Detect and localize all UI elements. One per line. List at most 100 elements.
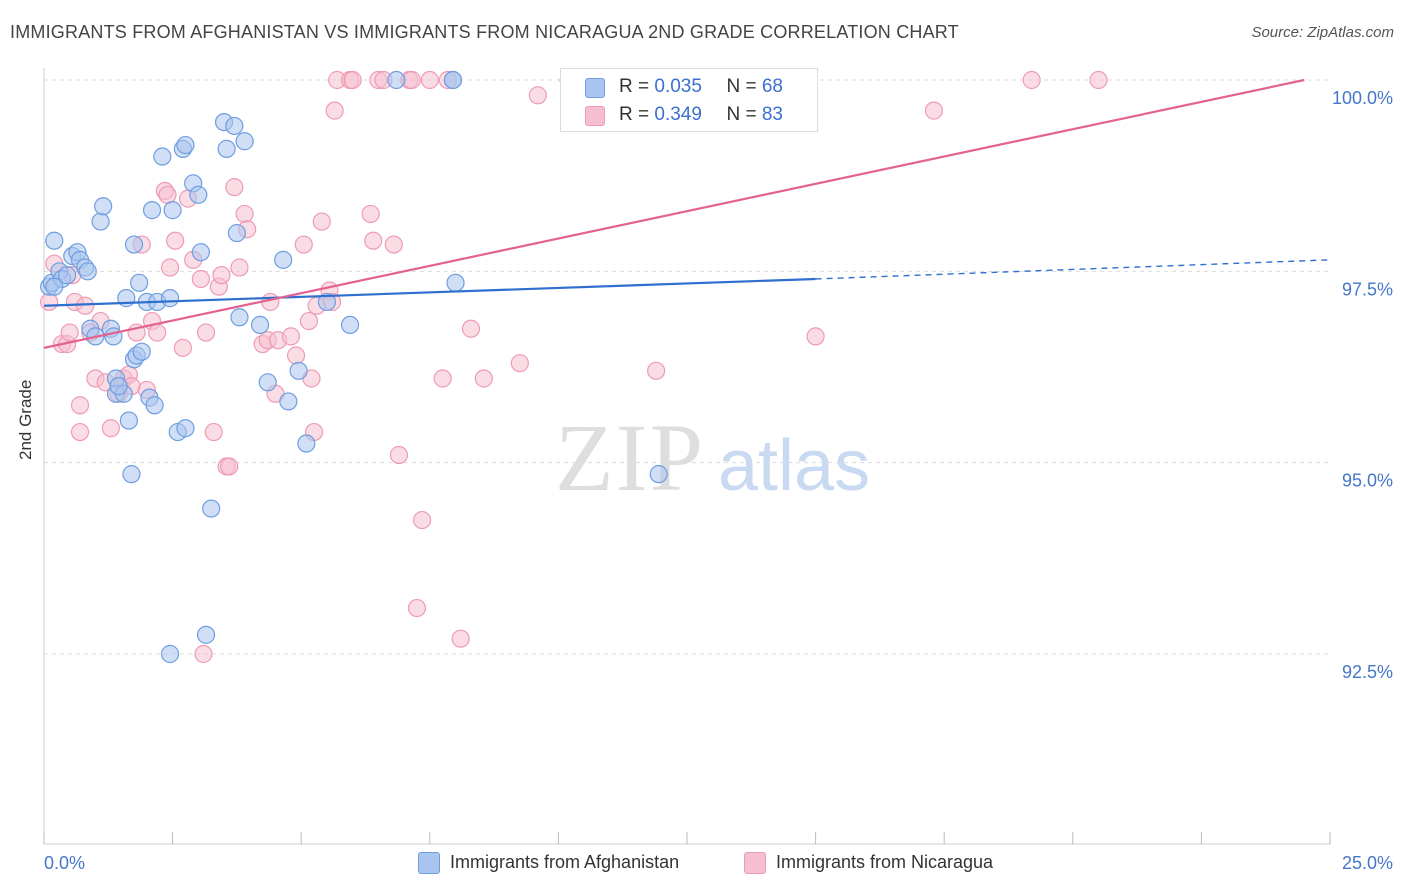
y-tick-label-3: 100.0% [1332,88,1393,108]
nicaragua-point-0 [40,292,59,312]
afghanistan-trend-extension [815,259,1331,280]
afghanistan-point-46 [217,139,236,158]
afghanistan-point-47 [225,116,244,136]
afghanistan-point-38 [176,135,195,155]
afghanistan-point-25 [124,235,144,254]
afghanistan-point-55 [289,361,308,380]
x-tick-label-0: 0.0% [44,853,85,873]
nicaragua-point-68 [402,70,421,90]
afghanistan-point-61 [443,70,463,90]
nicaragua-point-40 [235,204,254,224]
y-tick-label-1: 95.0% [1342,471,1393,491]
afghanistan-point-48 [227,223,246,243]
grid-lines [44,79,1330,655]
nicaragua-point-24 [158,185,177,204]
afghanistan-point-2 [45,231,64,250]
axes [43,68,1331,845]
afghanistan-point-43 [196,625,216,644]
nicaragua-point-27 [173,338,192,357]
afghanistan-point-42 [191,243,210,262]
nicaragua-point-39 [230,258,249,277]
chart-legend: Immigrants from Afghanistan Immigrants f… [0,852,1406,880]
nicaragua-point-33 [204,422,223,442]
legend-item-nicaragua[interactable]: Immigrants from Nicaragua [744,852,994,875]
afghanistan-point-31 [142,201,162,220]
nicaragua-point-57 [325,101,344,120]
afghanistan-point-39 [176,419,195,438]
nicaragua-point-50 [299,311,319,331]
nicaragua-point-47 [281,327,301,346]
afghanistan-point-51 [250,315,270,335]
source-label: Source: ZipAtlas.com [1251,24,1394,41]
y-tick-label-2: 97.5% [1342,279,1393,299]
nicaragua-point-49 [294,235,313,254]
afghanistan-point-59 [387,70,406,90]
afghanistan-point-16 [104,327,123,346]
nicaragua-point-26 [166,231,185,250]
afghanistan-point-21 [119,411,138,430]
watermark-atlas: atlas [718,426,870,506]
nicaragua-point-74 [451,629,470,648]
afghanistan-point-54 [279,392,298,411]
nicaragua-point-75 [461,319,481,338]
afghanistan-point-26 [130,273,149,292]
afghanistan-point-5 [58,266,77,285]
afghanistan-point-33 [153,147,172,166]
afghanistan-point-50 [235,132,254,151]
nicaragua-point-72 [433,369,452,388]
nicaragua-stats-text: R = 0.349 N = 83 [619,104,783,125]
afghanistan-point-64 [649,465,668,484]
nicaragua-point-7 [70,396,90,415]
nicaragua-point-70 [412,510,432,530]
afghanistan-point-35 [163,201,182,220]
trend-lines [43,78,1331,349]
nicaragua-point-76 [474,369,493,388]
x-tick-label-1: 25.0% [1342,853,1393,873]
legend-label-nicaragua: Immigrants from Nicaragua [776,852,994,872]
nicaragua-point-69 [407,598,427,618]
afghanistan-point-49 [230,308,249,327]
nicaragua-point-65 [384,235,403,254]
nicaragua-point-22 [148,323,167,342]
nicaragua-point-62 [364,231,383,250]
afghanistan-point-14 [94,197,113,216]
afghanistan-point-10 [78,262,97,281]
nicaragua-point-84 [70,422,90,442]
afghanistan-point-53 [274,250,293,269]
nicaragua-point-61 [361,204,380,224]
afghanistan-point-66 [160,644,180,664]
afghanistan-points [40,70,668,664]
nicaragua-point-25 [160,258,180,277]
watermark-zip: ZIP [555,404,705,511]
afghanistan-point-27 [132,342,151,361]
nicaragua-swatch [585,106,605,126]
y-tick-label-0: 92.5% [1342,662,1393,682]
nicaragua-trend-line [43,78,1305,349]
nicaragua-points [40,70,1108,664]
nicaragua-point-82 [1022,70,1041,90]
afghanistan-trend-line [43,277,816,307]
afghanistan-point-23 [122,465,141,484]
afghanistan-point-13 [91,212,110,231]
nicaragua-point-54 [312,212,331,231]
x-tick-labels: 0.0% 25.0% [44,853,1393,873]
nicaragua-point-31 [194,644,213,664]
afghanistan-point-57 [317,292,337,312]
afghanistan-point-56 [297,434,316,453]
nicaragua-point-8 [76,296,95,315]
afghanistan-stats-text: R = 0.035 N = 68 [619,76,783,97]
afghanistan-point-41 [189,185,208,204]
nicaragua-point-78 [528,86,547,105]
nicaragua-point-79 [647,361,666,380]
nicaragua-point-83 [1089,70,1108,90]
nicaragua-point-37 [220,457,239,476]
legend-swatch-nicaragua [744,852,766,875]
legend-item-afghanistan[interactable]: Immigrants from Afghanistan [418,852,679,875]
nicaragua-point-35 [212,266,231,285]
nicaragua-point-30 [191,269,210,289]
y-tick-labels: 92.5% 95.0% 97.5% 100.0% [1332,88,1393,682]
afghanistan-point-52 [258,373,277,392]
stats-box: R = 0.035 N = 68 R = 0.349 N = 83 [560,68,818,132]
nicaragua-point-81 [924,101,944,120]
